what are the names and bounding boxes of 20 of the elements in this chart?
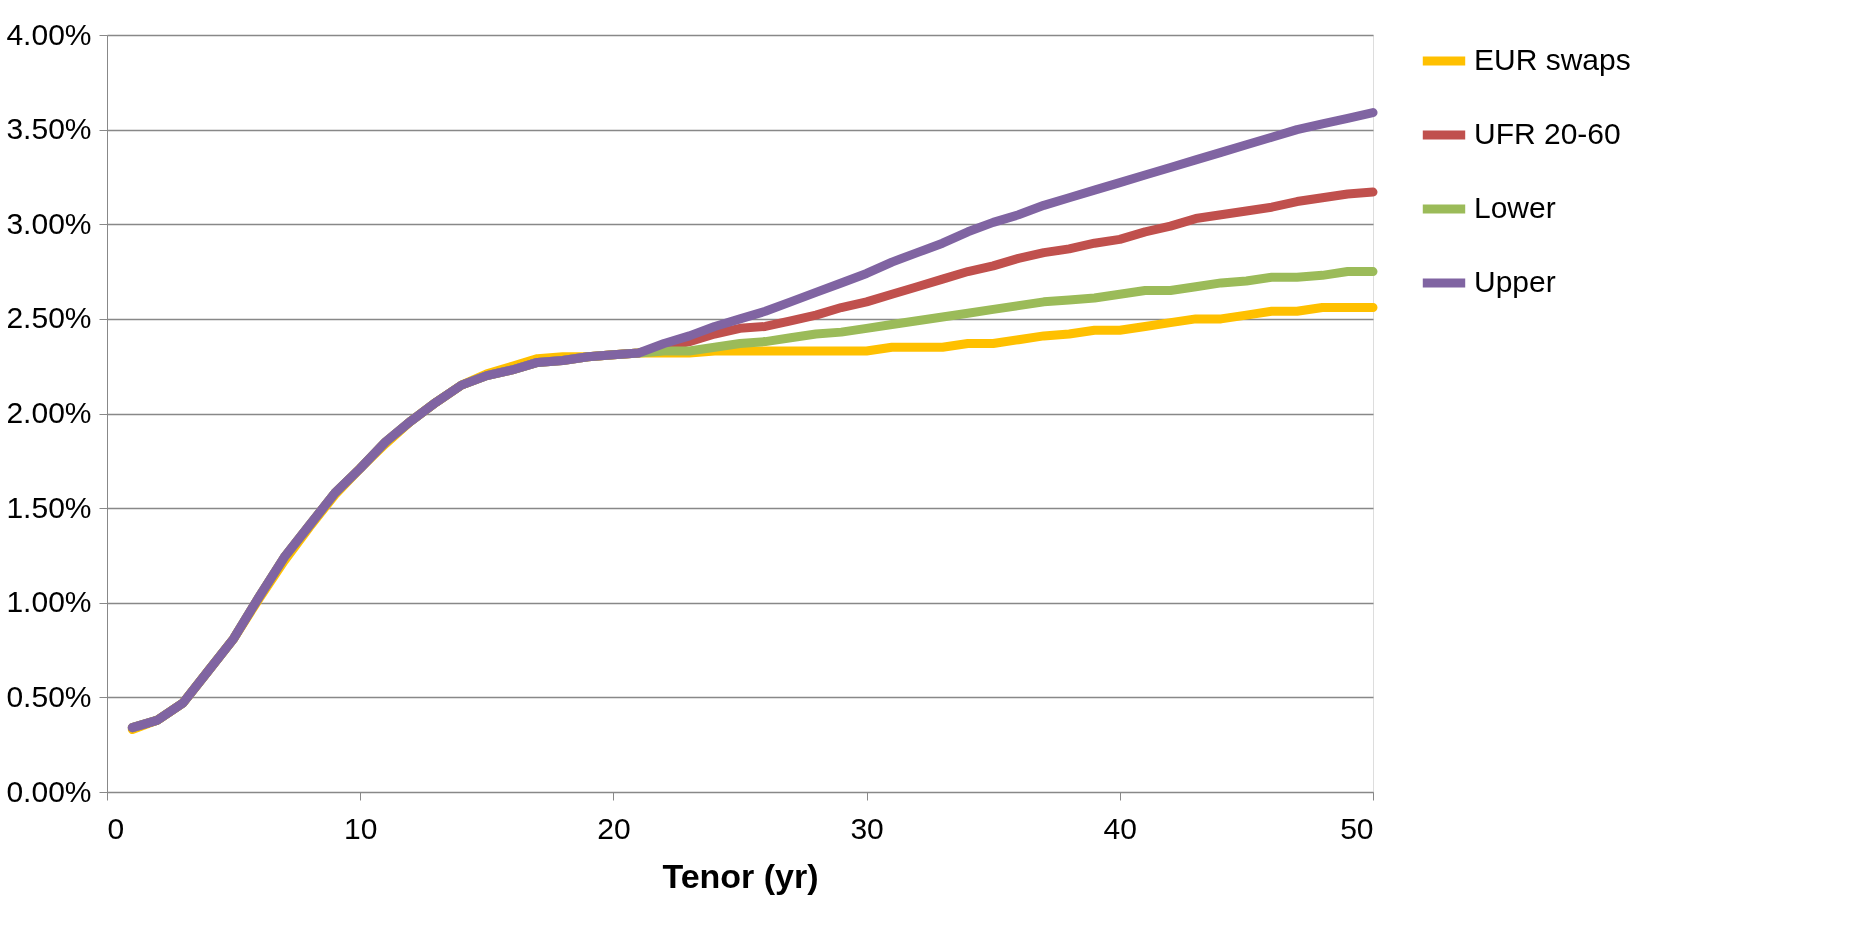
y-tick-label: 4.00% [6, 17, 92, 51]
y-tick-label: 3.50% [6, 112, 92, 146]
legend-label: UFR 20-60 [1474, 117, 1621, 150]
y-tick-label: 2.00% [6, 396, 92, 429]
x-axis-title: Tenor (yr) [662, 856, 819, 895]
y-tick-label: 0.00% [6, 774, 92, 808]
legend-label: Upper [1474, 265, 1556, 298]
x-tick-label: 10 [344, 811, 378, 845]
x-tick-label: 50 [1340, 811, 1374, 845]
x-tick-label: 40 [1103, 811, 1137, 845]
y-tick-label: 1.00% [6, 585, 92, 619]
x-tick-label: 30 [850, 811, 884, 845]
legend-label: Lower [1474, 191, 1556, 224]
x-tick-label: 20 [597, 811, 631, 845]
y-tick-label: 1.50% [6, 490, 92, 524]
x-tick-label: 0 [107, 811, 125, 845]
y-tick-label: 3.00% [6, 206, 92, 240]
y-tick-label: 0.50% [6, 679, 92, 713]
legend-label: EUR swaps [1474, 43, 1631, 76]
y-tick-label: 2.50% [6, 301, 92, 335]
